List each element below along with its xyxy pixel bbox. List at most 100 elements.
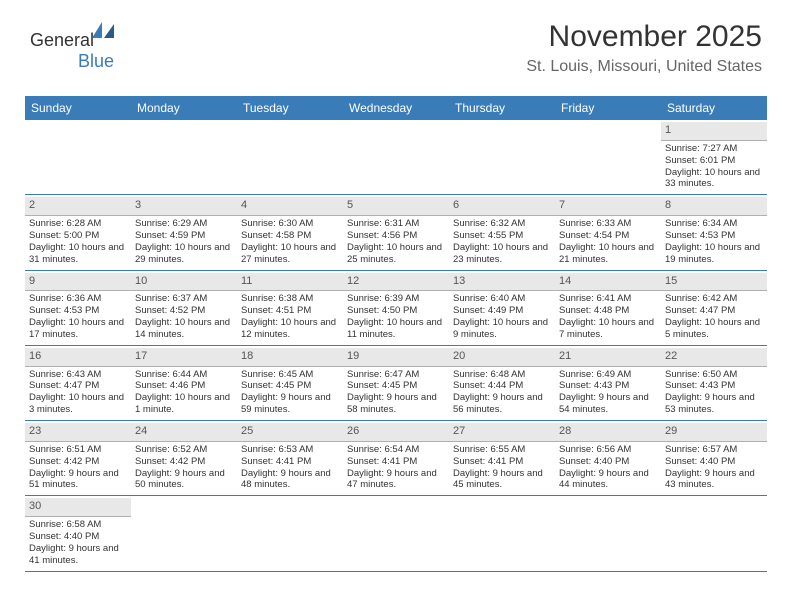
day-cell: 26Sunrise: 6:54 AMSunset: 4:41 PMDayligh… <box>343 421 449 495</box>
day-header: Thursday <box>449 96 555 120</box>
day-number: 10 <box>131 273 237 292</box>
day-number: 8 <box>661 197 767 216</box>
sunset-text: Sunset: 4:49 PM <box>453 305 551 317</box>
sunset-text: Sunset: 4:46 PM <box>135 380 233 392</box>
empty-cell <box>343 120 449 194</box>
empty-cell <box>237 496 343 570</box>
day-cell: 5Sunrise: 6:31 AMSunset: 4:56 PMDaylight… <box>343 195 449 269</box>
sunrise-text: Sunrise: 6:51 AM <box>29 444 127 456</box>
sunset-text: Sunset: 4:40 PM <box>665 456 763 468</box>
day-number: 13 <box>449 273 555 292</box>
day-number: 15 <box>661 273 767 292</box>
daylight-text: Daylight: 9 hours and 44 minutes. <box>559 468 657 492</box>
day-number: 16 <box>25 348 131 367</box>
sunset-text: Sunset: 4:55 PM <box>453 230 551 242</box>
daylight-text: Daylight: 10 hours and 7 minutes. <box>559 317 657 341</box>
day-cell: 29Sunrise: 6:57 AMSunset: 4:40 PMDayligh… <box>661 421 767 495</box>
sunset-text: Sunset: 4:58 PM <box>241 230 339 242</box>
daylight-text: Daylight: 9 hours and 50 minutes. <box>135 468 233 492</box>
day-cell: 17Sunrise: 6:44 AMSunset: 4:46 PMDayligh… <box>131 346 237 420</box>
day-number: 23 <box>25 423 131 442</box>
daylight-text: Daylight: 10 hours and 29 minutes. <box>135 242 233 266</box>
daylight-text: Daylight: 10 hours and 11 minutes. <box>347 317 445 341</box>
sunrise-text: Sunrise: 6:37 AM <box>135 293 233 305</box>
sunset-text: Sunset: 4:47 PM <box>29 380 127 392</box>
sunset-text: Sunset: 4:43 PM <box>665 380 763 392</box>
empty-cell <box>555 120 661 194</box>
day-header: Saturday <box>661 96 767 120</box>
calendar: SundayMondayTuesdayWednesdayThursdayFrid… <box>25 96 767 572</box>
sunrise-text: Sunrise: 6:36 AM <box>29 293 127 305</box>
daylight-text: Daylight: 9 hours and 56 minutes. <box>453 392 551 416</box>
daylight-text: Daylight: 9 hours and 54 minutes. <box>559 392 657 416</box>
day-cell: 28Sunrise: 6:56 AMSunset: 4:40 PMDayligh… <box>555 421 661 495</box>
day-number: 6 <box>449 197 555 216</box>
sunset-text: Sunset: 4:42 PM <box>135 456 233 468</box>
day-number: 27 <box>449 423 555 442</box>
daylight-text: Daylight: 9 hours and 43 minutes. <box>665 468 763 492</box>
sunrise-text: Sunrise: 6:43 AM <box>29 369 127 381</box>
day-number: 7 <box>555 197 661 216</box>
sunrise-text: Sunrise: 6:40 AM <box>453 293 551 305</box>
day-cell: 2Sunrise: 6:28 AMSunset: 5:00 PMDaylight… <box>25 195 131 269</box>
logo-text-general: General <box>30 30 94 50</box>
empty-cell <box>131 120 237 194</box>
day-number: 30 <box>25 498 131 517</box>
sunset-text: Sunset: 4:47 PM <box>665 305 763 317</box>
day-cell: 20Sunrise: 6:48 AMSunset: 4:44 PMDayligh… <box>449 346 555 420</box>
weeks-container: 1Sunrise: 7:27 AMSunset: 6:01 PMDaylight… <box>25 120 767 572</box>
logo-sail-icon <box>92 22 114 43</box>
empty-cell <box>25 120 131 194</box>
day-number: 25 <box>237 423 343 442</box>
empty-cell <box>237 120 343 194</box>
day-number: 3 <box>131 197 237 216</box>
day-number: 26 <box>343 423 449 442</box>
daylight-text: Daylight: 9 hours and 59 minutes. <box>241 392 339 416</box>
daylight-text: Daylight: 10 hours and 21 minutes. <box>559 242 657 266</box>
day-cell: 18 Sunrise: 6:45 AMSunset: 4:45 PMDayligh… <box>237 346 343 420</box>
sunrise-text: Sunrise: 6:48 AM <box>453 369 551 381</box>
sunset-text: Sunset: 4:45 PM <box>241 380 339 392</box>
sunset-text: Sunset: 4:43 PM <box>559 380 657 392</box>
day-number: 14 <box>555 273 661 292</box>
sunrise-text: Sunrise: 6:58 AM <box>29 519 127 531</box>
sunset-text: Sunset: 4:40 PM <box>559 456 657 468</box>
daylight-text: Daylight: 9 hours and 47 minutes. <box>347 468 445 492</box>
day-number: 12 <box>343 273 449 292</box>
page-title: November 2025 <box>30 20 762 54</box>
sunset-text: Sunset: 5:00 PM <box>29 230 127 242</box>
week-row: 2Sunrise: 6:28 AMSunset: 5:00 PMDaylight… <box>25 195 767 270</box>
day-number: 29 <box>661 423 767 442</box>
sunrise-text: Sunrise: 6:30 AM <box>241 218 339 230</box>
sunset-text: Sunset: 4:54 PM <box>559 230 657 242</box>
day-cell: 19Sunrise: 6:47 AMSunset: 4:45 PMDayligh… <box>343 346 449 420</box>
day-cell: 22 Sunrise: 6:50 AMSunset: 4:43 PMDayligh… <box>661 346 767 420</box>
sunrise-text: Sunrise: 6:45 AM <box>241 369 339 381</box>
sunset-text: Sunset: 4:42 PM <box>29 456 127 468</box>
empty-cell <box>661 496 767 570</box>
sunset-text: Sunset: 4:41 PM <box>453 456 551 468</box>
day-cell: 25Sunrise: 6:53 AMSunset: 4:41 PMDayligh… <box>237 421 343 495</box>
sunrise-text: Sunrise: 6:32 AM <box>453 218 551 230</box>
day-cell: 6Sunrise: 6:32 AMSunset: 4:55 PMDaylight… <box>449 195 555 269</box>
day-number: 22 <box>661 348 767 367</box>
sunset-text: Sunset: 4:50 PM <box>347 305 445 317</box>
logo: General Blue <box>30 30 114 72</box>
sunrise-text: Sunrise: 6:28 AM <box>29 218 127 230</box>
sunrise-text: Sunrise: 7:27 AM <box>665 143 763 155</box>
empty-cell <box>555 496 661 570</box>
day-number: 11 <box>237 273 343 292</box>
day-number: 1 <box>661 122 767 141</box>
daylight-text: Daylight: 9 hours and 41 minutes. <box>29 543 127 567</box>
daylight-text: Daylight: 9 hours and 53 minutes. <box>665 392 763 416</box>
day-cell: 9Sunrise: 6:36 AMSunset: 4:53 PMDaylight… <box>25 271 131 345</box>
day-number: 18 <box>237 348 343 367</box>
week-row: 23Sunrise: 6:51 AMSunset: 4:42 PMDayligh… <box>25 421 767 496</box>
sunrise-text: Sunrise: 6:38 AM <box>241 293 339 305</box>
day-cell: 8Sunrise: 6:34 AMSunset: 4:53 PMDaylight… <box>661 195 767 269</box>
sunrise-text: Sunrise: 6:50 AM <box>665 369 763 381</box>
sunrise-text: Sunrise: 6:55 AM <box>453 444 551 456</box>
day-header-row: SundayMondayTuesdayWednesdayThursdayFrid… <box>25 96 767 120</box>
sunrise-text: Sunrise: 6:42 AM <box>665 293 763 305</box>
day-cell: 12Sunrise: 6:39 AMSunset: 4:50 PMDayligh… <box>343 271 449 345</box>
